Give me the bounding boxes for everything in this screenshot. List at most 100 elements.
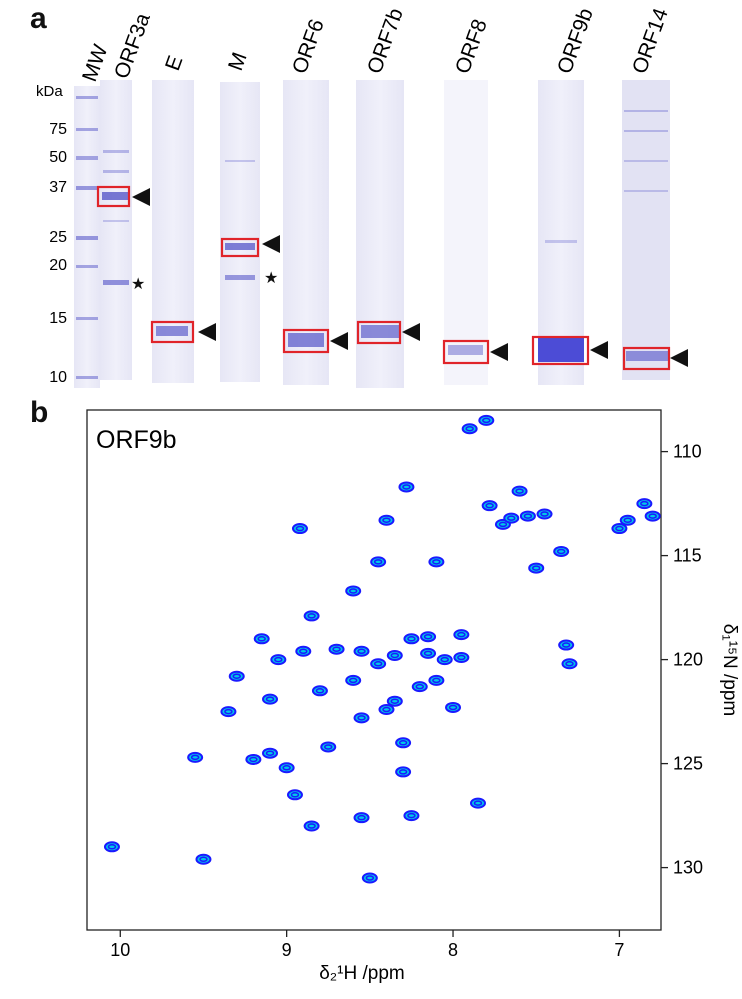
nmr-peak <box>320 741 337 753</box>
y-tick-label: 125 <box>673 754 703 774</box>
nmr-peak <box>262 693 279 705</box>
nmr-peak <box>295 645 312 657</box>
nmr-peak <box>553 545 570 557</box>
nmr-peak <box>303 820 320 832</box>
lane-label-orf9b: ORF9b <box>553 5 598 76</box>
nmr-peak <box>370 556 387 568</box>
band-arrowheads <box>132 188 688 367</box>
arrowhead-icon <box>330 332 348 350</box>
nmr-peak <box>378 704 395 716</box>
unit-label: kDa <box>36 83 63 100</box>
nmr-peak <box>353 812 370 824</box>
star-icon: ★ <box>264 270 278 287</box>
lane-labels: MW ORF3a E M ORF6 ORF7b ORF8 ORF9b ORF14 <box>78 5 673 85</box>
nmr-peak <box>403 810 420 822</box>
spectrum-frame <box>86 409 662 931</box>
spectrum-label: ORF9b <box>96 426 177 454</box>
lane-label-e: E <box>161 53 187 74</box>
mw-marker: 25 <box>49 229 67 246</box>
nmr-peak <box>386 695 403 707</box>
lane-m <box>220 82 260 382</box>
nmr-peak <box>461 423 478 435</box>
nmr-peak <box>398 481 415 493</box>
nmr-peak <box>519 510 536 522</box>
nmr-peak <box>361 872 378 884</box>
mw-marker: 37 <box>49 179 67 196</box>
mw-marker: 20 <box>49 257 67 274</box>
nmr-peak <box>636 498 653 510</box>
x-tick-label: 9 <box>282 940 292 960</box>
panel-b-letter: b <box>30 396 49 429</box>
nmr-peak <box>187 751 204 763</box>
sds-page-gel: MW ORF3a E M ORF6 ORF7b ORF8 ORF9b ORF14… <box>36 5 688 388</box>
lane-orf8 <box>444 80 488 385</box>
nmr-peak <box>420 631 437 643</box>
nmr-peak <box>428 674 445 686</box>
nmr-peak <box>311 685 328 697</box>
nmr-peak <box>558 639 575 651</box>
lane-orf9b <box>538 80 584 385</box>
arrowhead-icon <box>262 235 280 253</box>
nmr-peak <box>378 514 395 526</box>
mw-marker: 10 <box>49 369 67 386</box>
nmr-peak <box>291 523 308 535</box>
nmr-peak <box>644 510 661 522</box>
arrowhead-icon <box>132 188 150 206</box>
mw-marker: 15 <box>49 310 67 327</box>
nmr-peak <box>228 670 245 682</box>
nmr-spectrum: ORF9b 10 9 8 7 110 115 120 125 130 δ₂¹H /ppm δ₁… <box>86 409 740 984</box>
nmr-peak <box>353 712 370 724</box>
nmr-peak <box>328 643 345 655</box>
nmr-peaks <box>103 414 661 884</box>
nmr-peak <box>303 610 320 622</box>
nmr-peak <box>420 647 437 659</box>
nmr-peak <box>220 706 237 718</box>
x-axis-label: δ₂¹H /ppm <box>319 963 405 984</box>
lane-orf7b <box>356 80 404 388</box>
mw-marker-labels: 75 50 37 25 20 15 10 <box>49 121 67 386</box>
y-tick-label: 115 <box>673 546 702 566</box>
x-tick-label: 8 <box>448 940 458 960</box>
nmr-peak <box>561 658 578 670</box>
nmr-peak <box>253 633 270 645</box>
nmr-peak <box>436 654 453 666</box>
nmr-peak <box>619 514 636 526</box>
nmr-peak <box>503 512 520 524</box>
nmr-peak <box>481 500 498 512</box>
lane-label-orf14: ORF14 <box>628 5 673 77</box>
mw-marker: 75 <box>49 121 67 138</box>
lane-e <box>152 80 194 383</box>
y-tick-label: 130 <box>673 858 703 878</box>
nmr-peak <box>528 562 545 574</box>
nmr-peak <box>395 766 412 778</box>
nmr-peak <box>370 658 387 670</box>
nmr-peak <box>278 762 295 774</box>
nmr-peak <box>453 629 470 641</box>
nmr-peak <box>411 681 428 693</box>
nmr-peak <box>453 652 470 664</box>
panel-a-letter: a <box>30 2 47 35</box>
nmr-peak <box>478 414 495 426</box>
gel-bands <box>76 96 668 379</box>
y-tick-label: 120 <box>673 650 703 670</box>
nmr-peak <box>386 649 403 661</box>
lane-orf14 <box>622 80 670 380</box>
lane-label-orf8: ORF8 <box>451 16 492 77</box>
lane-label-orf7b: ORF7b <box>363 5 408 76</box>
nmr-peak <box>353 645 370 657</box>
arrowhead-icon <box>198 323 216 341</box>
mw-marker: 50 <box>49 149 67 166</box>
nmr-peak <box>511 485 528 497</box>
nmr-peak <box>270 654 287 666</box>
arrowhead-icon <box>402 323 420 341</box>
nmr-peak <box>403 633 420 645</box>
nmr-peak <box>445 701 462 713</box>
nmr-peak <box>286 789 303 801</box>
arrowhead-icon <box>490 343 508 361</box>
y-axis-ticks: 110 115 120 125 130 <box>661 442 703 878</box>
nmr-peak <box>428 556 445 568</box>
lane-label-orf3a: ORF3a <box>110 10 155 82</box>
lane-orf3a <box>100 80 132 380</box>
nmr-peak <box>195 853 212 865</box>
nmr-peak <box>103 841 120 853</box>
